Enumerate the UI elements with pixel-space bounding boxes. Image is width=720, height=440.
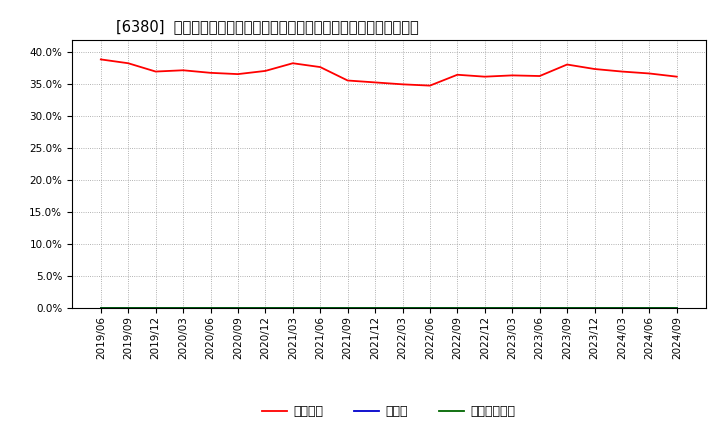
自己資本 — [371, 80, 379, 85]
のれん — [316, 305, 325, 311]
繰延税金資産 — [124, 305, 132, 311]
繰延税金資産 — [536, 305, 544, 311]
のれん — [398, 305, 407, 311]
のれん — [672, 305, 681, 311]
のれん — [289, 305, 297, 311]
繰延税金資産 — [151, 305, 160, 311]
Line: 自己資本: 自己資本 — [101, 59, 677, 86]
自己資本 — [426, 83, 434, 88]
自己資本 — [179, 68, 187, 73]
自己資本 — [508, 73, 516, 78]
自己資本 — [316, 64, 325, 70]
繰延税金資産 — [206, 305, 215, 311]
自己資本 — [124, 61, 132, 66]
自己資本 — [480, 74, 489, 79]
自己資本 — [151, 69, 160, 74]
繰延税金資産 — [672, 305, 681, 311]
繰延税金資産 — [508, 305, 516, 311]
自己資本 — [563, 62, 572, 67]
のれん — [96, 305, 105, 311]
のれん — [563, 305, 572, 311]
繰延税金資産 — [590, 305, 599, 311]
自己資本 — [453, 72, 462, 77]
のれん — [480, 305, 489, 311]
のれん — [536, 305, 544, 311]
繰延税金資産 — [480, 305, 489, 311]
自己資本 — [645, 71, 654, 76]
自己資本 — [289, 61, 297, 66]
繰延税金資産 — [618, 305, 626, 311]
繰延税金資産 — [96, 305, 105, 311]
自己資本 — [261, 68, 270, 73]
自己資本 — [343, 78, 352, 83]
繰延税金資産 — [453, 305, 462, 311]
のれん — [124, 305, 132, 311]
繰延税金資産 — [233, 305, 242, 311]
自己資本 — [672, 74, 681, 79]
のれん — [206, 305, 215, 311]
自己資本 — [96, 57, 105, 62]
繰延税金資産 — [426, 305, 434, 311]
のれん — [233, 305, 242, 311]
繰延税金資産 — [179, 305, 187, 311]
自己資本 — [233, 71, 242, 77]
繰延税金資産 — [289, 305, 297, 311]
繰延税金資産 — [563, 305, 572, 311]
のれん — [371, 305, 379, 311]
自己資本 — [398, 82, 407, 87]
繰延税金資産 — [398, 305, 407, 311]
繰延税金資産 — [343, 305, 352, 311]
Text: [6380]  自己資本、のれん、繰延税金資産の総資産に対する比率の推移: [6380] 自己資本、のれん、繰延税金資産の総資産に対する比率の推移 — [117, 19, 419, 34]
のれん — [645, 305, 654, 311]
のれん — [261, 305, 270, 311]
自己資本 — [590, 66, 599, 72]
自己資本 — [206, 70, 215, 76]
のれん — [618, 305, 626, 311]
のれん — [426, 305, 434, 311]
のれん — [343, 305, 352, 311]
のれん — [453, 305, 462, 311]
繰延税金資産 — [261, 305, 270, 311]
のれん — [179, 305, 187, 311]
繰延税金資産 — [645, 305, 654, 311]
のれん — [151, 305, 160, 311]
自己資本 — [536, 73, 544, 79]
繰延税金資産 — [371, 305, 379, 311]
自己資本 — [618, 69, 626, 74]
のれん — [590, 305, 599, 311]
Legend: 自己資本, のれん, 繰延税金資産: 自己資本, のれん, 繰延税金資産 — [257, 400, 521, 423]
繰延税金資産 — [316, 305, 325, 311]
のれん — [508, 305, 516, 311]
